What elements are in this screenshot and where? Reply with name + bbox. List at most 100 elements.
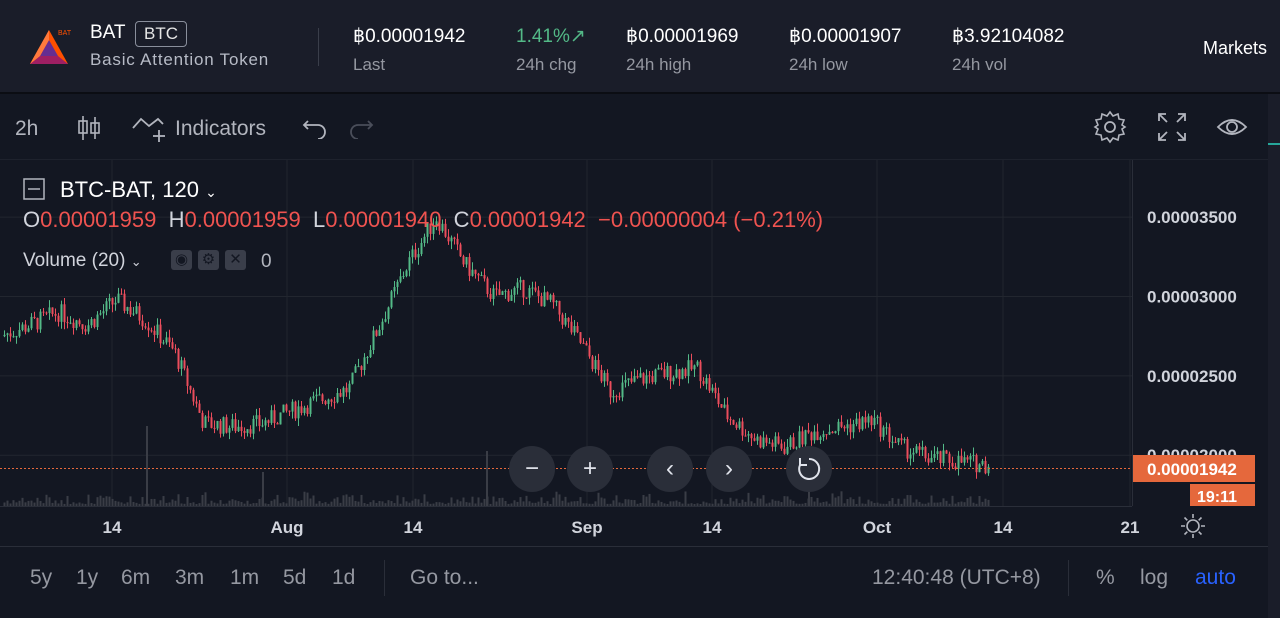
candle-body bbox=[681, 369, 684, 379]
range-1y-button[interactable]: 1y bbox=[76, 566, 99, 589]
volume-bar bbox=[870, 501, 873, 506]
markets-link[interactable]: Markets bbox=[1203, 38, 1268, 58]
volume-bar bbox=[624, 499, 627, 506]
range-5d-button[interactable]: 5d bbox=[283, 566, 307, 589]
percent-scale-toggle[interactable]: % bbox=[1096, 566, 1115, 589]
candle-body bbox=[603, 372, 606, 382]
candle-body bbox=[957, 455, 960, 469]
candle-body bbox=[276, 422, 279, 425]
volume-bar bbox=[333, 498, 336, 506]
collapse-legend-icon[interactable] bbox=[23, 178, 45, 200]
volume-bar bbox=[696, 503, 699, 506]
candle-body bbox=[969, 456, 972, 460]
candle-body bbox=[231, 419, 234, 428]
symbol-legend[interactable]: BTC-BAT, 120 ⌄ bbox=[60, 177, 217, 203]
volume-bar bbox=[936, 502, 939, 506]
volume-bar bbox=[831, 493, 834, 506]
volume-bar bbox=[693, 503, 696, 506]
candle-body bbox=[402, 276, 405, 278]
range-1m-button[interactable]: 1m bbox=[230, 566, 260, 589]
x-tick-label: 14 bbox=[994, 518, 1013, 537]
countdown-tag-text: 19:11 bbox=[1197, 489, 1237, 506]
volume-bar bbox=[318, 501, 321, 506]
bottom-bar bbox=[0, 546, 1268, 613]
volume-bar bbox=[249, 503, 252, 506]
candle-body bbox=[831, 431, 834, 434]
volume-bar bbox=[474, 503, 477, 506]
volume-bar bbox=[234, 500, 237, 506]
chevron-down-icon: ⌄ bbox=[205, 184, 217, 200]
candle-body bbox=[696, 361, 699, 366]
indicators-icon[interactable] bbox=[131, 114, 169, 144]
volume-bar bbox=[945, 500, 948, 506]
range-3m-button[interactable]: 3m bbox=[175, 566, 205, 589]
scroll-right-button[interactable]: › bbox=[706, 446, 752, 492]
volume-bar bbox=[531, 502, 534, 506]
candle-body bbox=[846, 424, 849, 429]
candle-body bbox=[690, 360, 693, 370]
volume-bar bbox=[852, 499, 855, 506]
candle-body bbox=[771, 442, 774, 447]
volume-remove-icon[interactable]: ✕ bbox=[225, 250, 246, 270]
candle-body bbox=[855, 418, 858, 425]
volume-bar bbox=[432, 503, 435, 506]
candlestick-icon[interactable] bbox=[76, 114, 102, 142]
auto-scale-toggle[interactable]: auto bbox=[1195, 566, 1236, 589]
volume-bar bbox=[342, 495, 345, 506]
fullscreen-icon[interactable] bbox=[1157, 112, 1187, 142]
candle-body bbox=[930, 457, 933, 463]
volume-bar bbox=[558, 494, 561, 506]
candle-body bbox=[285, 404, 288, 411]
zoom-out-button[interactable]: − bbox=[509, 446, 555, 492]
volume-bar bbox=[837, 496, 840, 506]
candle-body bbox=[960, 455, 963, 463]
candle-body bbox=[642, 373, 645, 384]
volume-bar bbox=[198, 503, 201, 506]
settings-gear-icon[interactable] bbox=[1093, 110, 1127, 144]
volume-bar bbox=[384, 503, 387, 506]
undo-icon[interactable] bbox=[302, 115, 328, 139]
goto-date-button[interactable]: Go to... bbox=[410, 566, 479, 589]
candle-body bbox=[723, 404, 726, 408]
volume-bar bbox=[828, 503, 831, 506]
candle-body bbox=[939, 451, 942, 464]
log-scale-toggle[interactable]: log bbox=[1140, 566, 1169, 589]
candle-body bbox=[540, 296, 543, 307]
volume-bar bbox=[147, 503, 150, 506]
zoom-in-button[interactable]: + bbox=[567, 446, 613, 492]
quote-currency-badge[interactable]: BTC bbox=[135, 21, 187, 47]
volume-visibility-icon[interactable]: ◉ bbox=[171, 250, 192, 270]
volume-bar bbox=[258, 498, 261, 506]
scroll-left-button[interactable]: ‹ bbox=[647, 446, 693, 492]
candle-body bbox=[39, 311, 42, 330]
visibility-eye-icon[interactable] bbox=[1216, 114, 1248, 140]
volume-settings-icon[interactable]: ⚙ bbox=[198, 250, 219, 270]
price-chart[interactable]: 0.000035000.000030000.000025000.00002000… bbox=[0, 160, 1268, 546]
candle-body bbox=[480, 275, 483, 277]
candle-body bbox=[705, 378, 708, 384]
volume-bar bbox=[324, 502, 327, 506]
redo-icon[interactable] bbox=[348, 115, 374, 139]
volume-bar bbox=[600, 497, 603, 506]
interval-selector[interactable]: 2h bbox=[15, 117, 39, 140]
candle-body bbox=[456, 238, 459, 245]
range-6m-button[interactable]: 6m bbox=[121, 566, 151, 589]
range-5y-button[interactable]: 5y bbox=[30, 566, 53, 589]
volume-bar bbox=[516, 501, 519, 506]
volume-bar bbox=[99, 495, 102, 506]
range-1d-button[interactable]: 1d bbox=[332, 566, 356, 589]
volume-bar bbox=[144, 503, 147, 506]
bottom-divider bbox=[1068, 560, 1069, 596]
volume-legend[interactable]: Volume (20) ⌄ bbox=[23, 250, 142, 272]
candle-body bbox=[819, 437, 822, 441]
reset-chart-button[interactable] bbox=[786, 446, 832, 492]
candle-body bbox=[915, 446, 918, 453]
candle-body bbox=[834, 431, 837, 434]
indicators-button[interactable]: Indicators bbox=[175, 117, 267, 140]
clock-time[interactable]: 12:40:48 (UTC+8) bbox=[872, 566, 1041, 589]
volume-bar bbox=[360, 494, 363, 506]
candle-body bbox=[255, 415, 258, 419]
candle-body bbox=[219, 421, 222, 434]
time-axis-settings-icon[interactable] bbox=[1180, 513, 1206, 539]
volume-bar bbox=[408, 502, 411, 506]
